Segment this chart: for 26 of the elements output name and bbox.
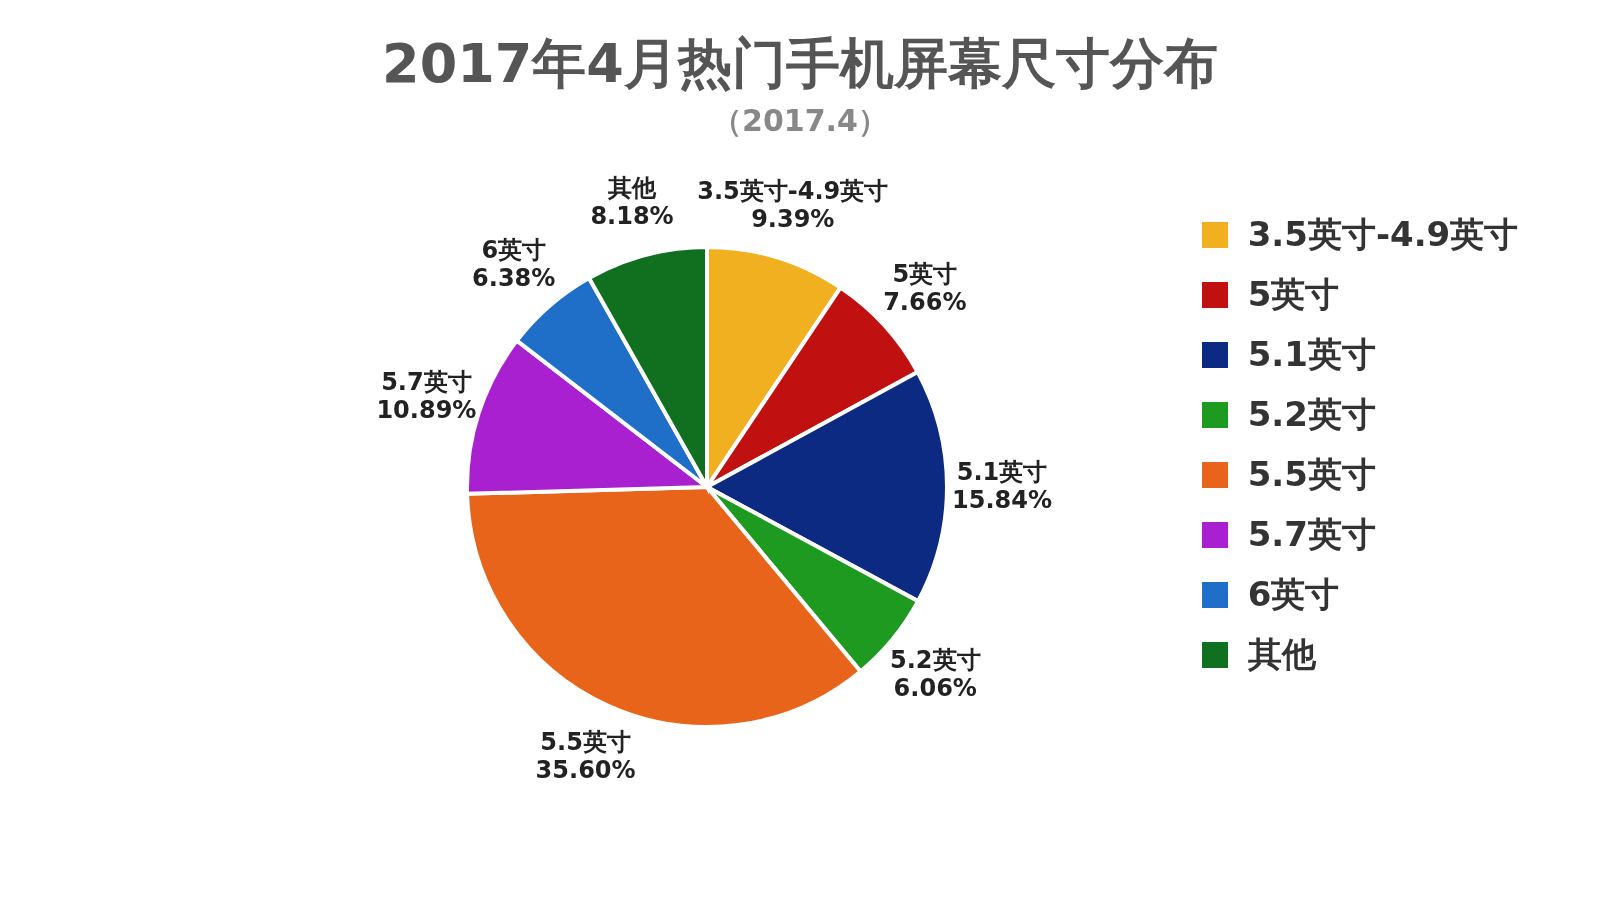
data-label: 10.89% — [376, 395, 477, 424]
data-label: 8.18% — [590, 201, 674, 230]
slice-label: 5.5英寸 — [540, 727, 631, 756]
data-label: 6.38% — [471, 264, 556, 293]
chart-title: 2017年4月热门手机屏幕尺寸分布 — [381, 31, 1219, 97]
data-label: 7.66% — [882, 288, 967, 317]
data-label: 6.06% — [893, 673, 977, 702]
legend-label: 6英寸 — [1247, 573, 1340, 616]
slice-label: 5.7英寸 — [380, 367, 472, 396]
slice-label: 5.2英寸 — [889, 645, 981, 674]
chart-subtitle: （2017.4） — [711, 102, 889, 140]
data-label: 35.60% — [535, 755, 636, 784]
slice-label: 3.5英寸-4.9英寸 — [696, 176, 888, 205]
slice-label: 其他 — [606, 173, 657, 202]
slice-label: 5.1英寸 — [956, 458, 1047, 487]
legend-label: 5.7英寸 — [1247, 513, 1376, 556]
legend-label: 5.2英寸 — [1247, 393, 1376, 436]
legend-label: 5英寸 — [1247, 273, 1340, 316]
slice-label: 5英寸 — [892, 260, 957, 289]
legend-label: 其他 — [1247, 633, 1316, 676]
legend-label: 5.5英寸 — [1247, 453, 1376, 496]
data-label: 15.84% — [951, 486, 1052, 515]
data-label: 9.39% — [750, 204, 835, 233]
slice-label: 6英寸 — [481, 236, 546, 265]
legend-label: 3.5英寸-4.9英寸 — [1247, 213, 1519, 256]
legend-label: 5.1英寸 — [1247, 333, 1376, 376]
